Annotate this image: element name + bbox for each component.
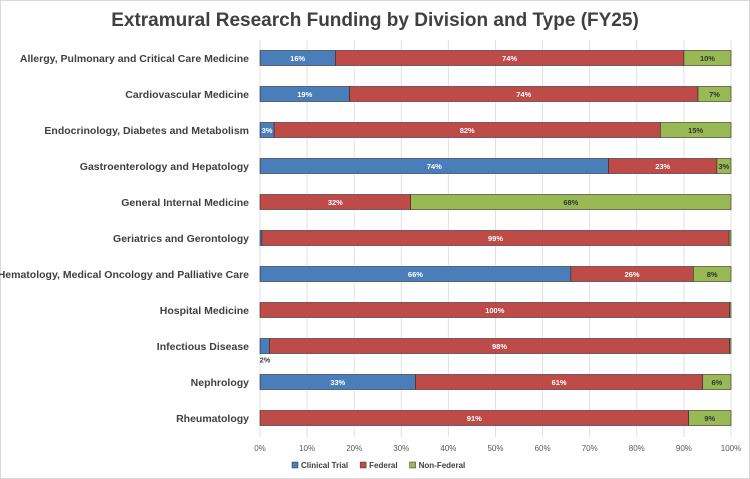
x-tick-label: 30% <box>393 444 409 453</box>
bar-segment-non-federal <box>697 86 732 102</box>
data-label: 3% <box>719 162 730 171</box>
bar-segment-non-federal <box>688 410 732 426</box>
data-label: 33% <box>330 378 345 387</box>
data-label: 74% <box>502 54 517 63</box>
x-tick-label: 90% <box>676 444 692 453</box>
category-label: Endocrinology, Diabetes and Metabolism <box>44 125 249 137</box>
data-label: 91% <box>467 414 482 423</box>
data-label: 3% <box>262 126 273 135</box>
x-tick-label: 50% <box>487 444 503 453</box>
legend-label: Non-Federal <box>419 461 466 470</box>
data-label: 15% <box>688 126 703 135</box>
bar-segment-non-federal <box>716 158 732 174</box>
data-label: 99% <box>488 234 503 243</box>
legend-label: Federal <box>369 461 397 470</box>
data-label: 23% <box>655 162 670 171</box>
bar-segment-non-federal <box>729 338 732 354</box>
bar-segment-non-federal <box>693 266 732 282</box>
bar-segment-non-federal <box>410 194 732 210</box>
x-tick-label: 100% <box>721 444 741 453</box>
data-label: 82% <box>460 126 475 135</box>
category-label: Rheumatology <box>176 413 249 425</box>
x-tick-label: 0% <box>254 444 266 453</box>
bar-segment-non-federal <box>728 230 732 246</box>
data-label: 7% <box>709 90 720 99</box>
data-label: 6% <box>711 378 722 387</box>
x-tick-label: 20% <box>346 444 362 453</box>
data-label: 32% <box>328 198 343 207</box>
category-label: Geriatrics and Gerontology <box>113 233 249 245</box>
bar-segment-non-federal <box>729 302 732 318</box>
data-label: 66% <box>408 270 423 279</box>
bar-segment-non-federal <box>683 50 732 66</box>
data-label: 26% <box>625 270 640 279</box>
chart-title: Extramural Research Funding by Division … <box>111 10 639 31</box>
legend-swatch <box>291 461 299 469</box>
x-tick-label: 80% <box>629 444 645 453</box>
data-label: 74% <box>516 90 531 99</box>
x-tick-label: 40% <box>440 444 456 453</box>
data-label: 68% <box>563 198 578 207</box>
x-tick-label: 70% <box>582 444 598 453</box>
data-label: 61% <box>552 378 567 387</box>
category-label: Allergy, Pulmonary and Critical Care Med… <box>20 53 249 65</box>
data-label: 98% <box>492 342 507 351</box>
data-label: 16% <box>290 54 305 63</box>
bar-segment-non-federal <box>660 122 732 138</box>
data-label: 100% <box>485 306 505 315</box>
legend-swatch <box>359 461 367 469</box>
category-label: Cardiovascular Medicine <box>125 89 249 101</box>
data-label: 10% <box>700 54 715 63</box>
data-label: 74% <box>427 162 442 171</box>
category-label: Infectious Disease <box>157 341 249 353</box>
legend-label: Clinical Trial <box>301 461 348 470</box>
category-label: Hospital Medicine <box>160 305 249 317</box>
legend-swatch <box>409 461 416 469</box>
category-label: Nephrology <box>191 377 249 389</box>
data-label: 8% <box>707 270 718 279</box>
category-label: General Internal Medicine <box>121 197 249 209</box>
x-tick-label: 60% <box>535 444 551 453</box>
data-label: 2% <box>260 356 271 365</box>
x-tick-label: 10% <box>299 444 315 453</box>
category-label: Gastroenterology and Hepatology <box>80 161 249 173</box>
bar-segment-non-federal <box>702 374 732 390</box>
category-label: Hematology, Medical Oncology and Palliat… <box>0 269 249 281</box>
bar-segment-clinical-trial <box>259 338 270 354</box>
data-label: 9% <box>704 414 715 423</box>
data-label: 19% <box>297 90 312 99</box>
